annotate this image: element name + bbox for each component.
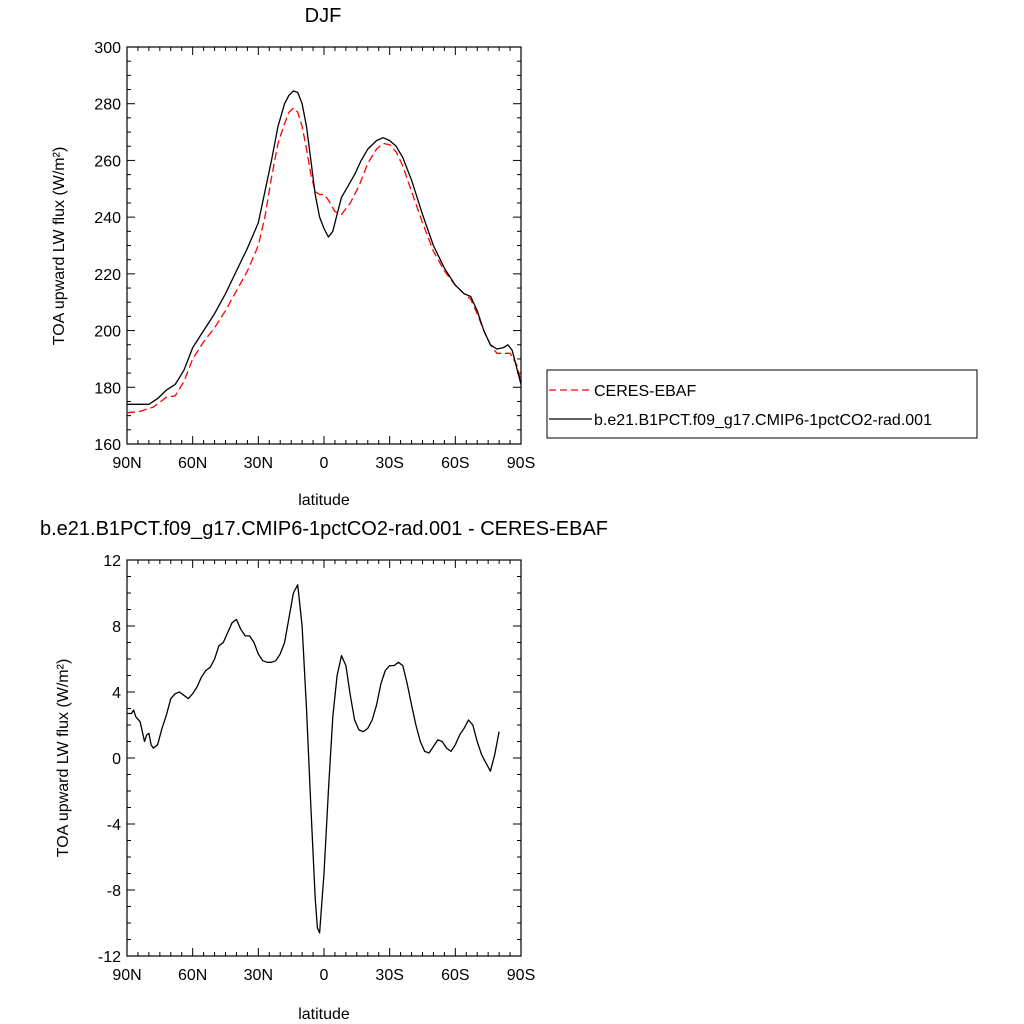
top-x-tick-label: 60S [441, 455, 469, 472]
bottom-panel: b.e21.B1PCT.f09_g17.CMIP6-1pctCO2-rad.00… [40, 518, 608, 1023]
bottom-y-tick-label: -8 [107, 883, 121, 900]
legend-box [546, 369, 978, 439]
top-plot-frame [126, 46, 522, 445]
bottom-y-tick-label: -12 [98, 949, 121, 966]
bottom-x-tick-label: 30S [375, 967, 403, 984]
bottom-plot-frame [126, 559, 522, 957]
top-x-tick-label: 0 [320, 455, 329, 472]
top-y-tick-label: 280 [94, 97, 121, 114]
top-x-tick-label: 30N [244, 455, 273, 472]
bottom-y-tick-label: 0 [112, 751, 121, 768]
bottom-y-tick-label: 8 [112, 619, 121, 636]
top-y-tick-label: 160 [94, 437, 121, 454]
top-y-tick-label: 200 [94, 324, 121, 341]
top-x-tick-label: 90S [507, 455, 535, 472]
top-x-tick-label: 90N [112, 455, 141, 472]
bottom-panel-axes: -12 -8 -4 0 4 8 12 90N 60N 30N 0 30S 60S 90S [98, 553, 535, 984]
top-x-tick-label: 60N [178, 455, 207, 472]
bottom-panel-x-axis-label: latitude [298, 1006, 350, 1023]
top-panel-x-axis-label: latitude [298, 492, 350, 509]
bottom-panel-title: b.e21.B1PCT.f09_g17.CMIP6-1pctCO2-rad.00… [40, 518, 608, 540]
top-y-tick-label: 240 [94, 210, 121, 227]
top-panel: DJF 160 180 200 220 240 260 280 300 90N 60N 30N 0 30… [51, 5, 535, 509]
top-y-tick-label: 220 [94, 267, 121, 284]
bottom-x-tick-label: 90N [112, 967, 141, 984]
legend-label-model: b.e21.B1PCT.f09_g17.CMIP6-1pctCO2-rad.00… [594, 412, 932, 429]
bottom-series-line-0 [127, 584, 500, 934]
legend-label-ceres: CERES-EBAF [594, 383, 696, 400]
top-x-tick-label: 30S [375, 455, 403, 472]
top-series-line-0 [126, 107, 522, 414]
bottom-y-tick-label: 4 [112, 685, 121, 702]
top-panel-title: DJF [305, 5, 342, 27]
bottom-x-tick-label: 30N [244, 967, 273, 984]
top-y-tick-label: 180 [94, 380, 121, 397]
bottom-y-tick-label: -4 [107, 817, 121, 834]
bottom-x-tick-label: 60N [178, 967, 207, 984]
top-panel-axes: 160 180 200 220 240 260 280 300 90N 60N 30N 0 30S 60S… [94, 40, 535, 472]
bottom-x-tick-label: 90S [507, 967, 535, 984]
legend: CERES-EBAF b.e21.B1PCT.f09_g17.CMIP6-1pc… [546, 369, 978, 439]
top-y-tick-label: 300 [94, 40, 121, 57]
top-y-tick-label: 260 [94, 153, 121, 170]
bottom-y-tick-label: 12 [103, 553, 121, 570]
top-panel-y-axis-label: TOA upward LW flux (W/m²) [51, 147, 68, 346]
top-series-line-1 [127, 90, 522, 405]
bottom-x-tick-label: 0 [320, 967, 329, 984]
bottom-panel-y-axis-label: TOA upward LW flux (W/m²) [55, 659, 72, 858]
bottom-x-tick-label: 60S [441, 967, 469, 984]
